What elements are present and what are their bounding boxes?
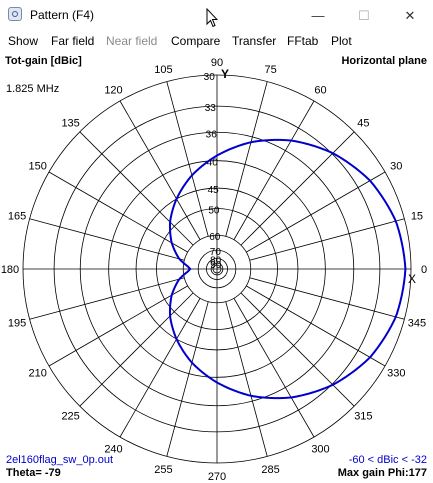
y-axis-label: Y: [221, 67, 229, 81]
angle-tick-label: 195: [8, 318, 26, 330]
radial-tick-label: 90: [210, 260, 222, 271]
grid-spoke: [79, 292, 194, 407]
menu-far-field[interactable]: Far field: [51, 34, 95, 48]
angle-tick-label: 315: [354, 410, 372, 422]
grid-spoke: [48, 285, 188, 367]
radial-tick-label: 80: [210, 255, 222, 266]
grid-spoke: [233, 298, 315, 438]
radial-tick-label: 33: [205, 103, 217, 114]
maximize-button[interactable]: ☐: [358, 7, 370, 23]
angle-tick-label: 90: [211, 57, 223, 69]
minimize-button[interactable]: —: [311, 8, 325, 23]
angle-tick-label: 300: [311, 443, 329, 455]
grid-spoke: [166, 301, 209, 457]
menu-compare[interactable]: Compare: [171, 34, 221, 48]
grid-spoke: [246, 285, 386, 367]
angle-tick-label: 330: [387, 368, 405, 380]
angle-tick-label: 285: [261, 464, 279, 476]
tot-gain-label: Tot-gain [dBic]: [5, 55, 82, 67]
grid-spoke: [240, 131, 355, 246]
grid-spoke: [48, 171, 188, 253]
radial-tick-label: 45: [208, 185, 220, 196]
menu-show[interactable]: Show: [8, 34, 39, 48]
menu-transfer[interactable]: Transfer: [232, 34, 277, 48]
mouse-cursor-icon: [206, 8, 218, 28]
grid-spoke: [246, 171, 386, 253]
angle-tick-label: 345: [408, 318, 426, 330]
grid-spoke: [119, 100, 201, 240]
menu-near-field[interactable]: Near field: [106, 34, 158, 48]
close-button[interactable]: ✕: [404, 7, 416, 23]
frequency-label: 1.825 MHz: [6, 83, 60, 95]
grid-spoke: [225, 81, 268, 237]
window-title: Pattern (F4): [30, 8, 95, 22]
radial-tick-label: 30: [204, 72, 216, 83]
angle-tick-label: 60: [314, 85, 326, 97]
menu-bar: Show Far field Near field Compare Transf…: [0, 31, 433, 51]
radial-tick-label: 60: [209, 232, 221, 243]
pattern-trace: [168, 138, 407, 400]
angle-tick-label: 225: [61, 410, 79, 422]
angle-tick-label: 180: [1, 264, 19, 276]
grid-spoke: [166, 81, 209, 237]
polar-chart: 0 15 30 45 60 75 90 105 120 135 150 165 180 195 210 225…: [1, 57, 427, 483]
grid-spoke: [249, 218, 405, 261]
angle-tick-label: 240: [104, 443, 122, 455]
grid-spoke: [225, 301, 268, 457]
dbic-range-label: -60 < dBic < -32: [348, 454, 427, 466]
grid-spoke: [29, 277, 185, 320]
angle-tick-label: 270: [208, 471, 226, 483]
max-gain-label: Max gain Phi:177: [337, 467, 427, 479]
x-marker: X: [408, 272, 416, 286]
radial-tick-label: 50: [208, 206, 220, 217]
angle-tick-label: 105: [154, 64, 172, 76]
angle-tick-label: 75: [264, 64, 276, 76]
angle-tick-label: 45: [357, 118, 369, 130]
angle-tick-label: 15: [411, 210, 423, 222]
angle-tick-label: 0: [421, 264, 427, 276]
radial-tick-label: 36: [206, 129, 218, 140]
grid-spoke: [249, 277, 405, 320]
pattern-plot-area[interactable]: Tot-gain [dBic] Horizontal plane 1.825 M…: [0, 51, 433, 483]
grid-spoke: [240, 292, 355, 407]
angle-tick-label: 210: [29, 368, 47, 380]
angle-tick-label: 165: [8, 210, 26, 222]
angle-tick-label: 30: [390, 161, 402, 173]
plane-label: Horizontal plane: [341, 55, 427, 67]
grid-spoke: [29, 218, 185, 261]
radial-tick-label: 70: [210, 247, 222, 258]
angle-tick-label: 255: [154, 464, 172, 476]
angle-tick-label: 120: [104, 85, 122, 97]
angle-tick-label: 135: [61, 118, 79, 130]
grid-spoke: [79, 131, 194, 246]
title-bar: Pattern (F4) — ☐ ✕: [0, 0, 433, 31]
filename-label: 2el160flag_sw_0p.out: [6, 454, 114, 466]
app-icon: [8, 7, 22, 21]
angle-tick-label: 150: [29, 161, 47, 173]
theta-label: Theta= -79: [6, 467, 61, 479]
radial-tick-label: 40: [207, 158, 219, 169]
grid-spoke: [119, 298, 201, 438]
menu-fftab[interactable]: FFtab: [287, 34, 319, 48]
grid-spoke: [233, 100, 315, 240]
menu-plot[interactable]: Plot: [331, 34, 352, 48]
